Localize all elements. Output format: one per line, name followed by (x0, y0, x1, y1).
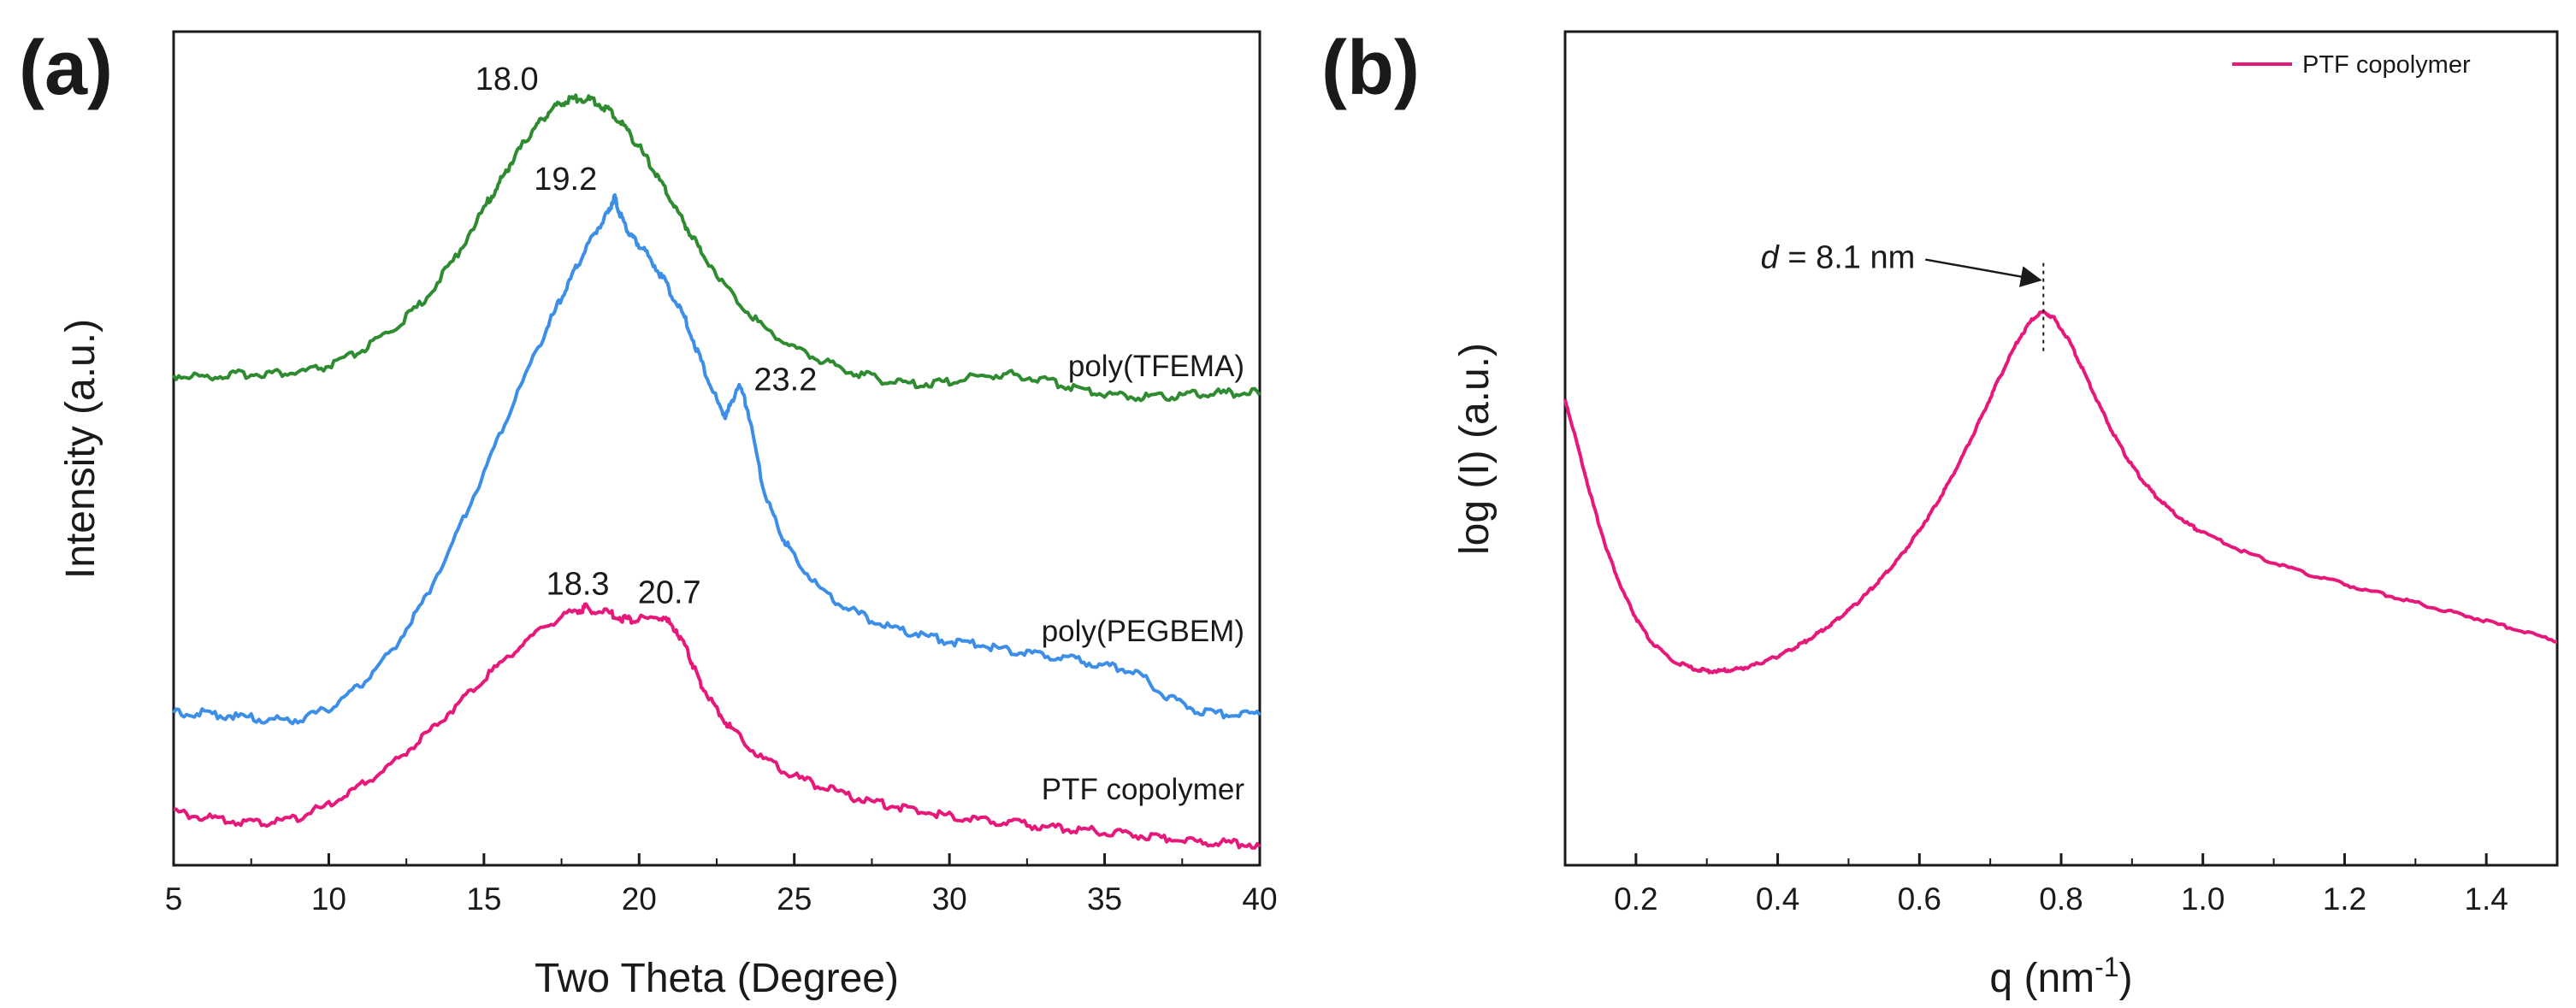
series-line-ptf-copolymer (173, 602, 1261, 850)
x-tick-label-b-0-2: 0.2 (1614, 881, 1657, 917)
legend-label-ptf-copolymer: PTF copolymer (2302, 51, 2471, 79)
x-tick-label-b-1-4: 1.4 (2464, 881, 2508, 917)
series-label-poly-tfema: poly(TFEMA) (1068, 350, 1244, 383)
plot-frame-a (172, 30, 1261, 867)
plot-frame-b (1563, 30, 2559, 867)
series-line-ptf-copolymer (1563, 309, 2558, 675)
d-spacing-label: d = 8.1 nm (1761, 240, 1916, 276)
peak-label-20-7: 20.7 (638, 575, 701, 610)
series-line-poly-pegbem (172, 193, 1261, 726)
x-tick-label-a-15: 15 (466, 881, 501, 917)
x-axis-title-b-sup: -1 (2094, 952, 2118, 982)
series-group-a (172, 93, 1261, 850)
peak-label-19-2: 19.2 (534, 162, 597, 197)
x-tick-label-a-40: 40 (1242, 881, 1277, 917)
x-tick-label-b-0-4: 0.4 (1756, 881, 1799, 917)
y-axis-title-a: Intensity (a.u.) (58, 319, 103, 579)
x-tick-label-a-10: 10 (311, 881, 346, 917)
peak-label-18-0: 18.0 (476, 62, 539, 97)
series-group-b (1563, 309, 2558, 675)
x-axis-title-b-end: ) (2119, 956, 2133, 1001)
d-spacing-symbol: d (1761, 240, 1781, 276)
series-label-poly-pegbem: poly(PEGBEM) (1042, 615, 1244, 648)
legend-b: PTF copolymer (2232, 51, 2471, 79)
x-tick-label-a-20: 20 (622, 881, 657, 917)
panel-label-a: (a) (19, 26, 113, 111)
annotation-arrow (1925, 258, 2042, 287)
x-axis-title-b-main: q (nm (1989, 956, 2094, 1001)
peak-label-23-2: 23.2 (753, 362, 817, 398)
x-tick-label-b-0-8: 0.8 (2039, 881, 2083, 917)
x-axis-ticks-b: 0.2 0.4 0.6 0.8 1.0 1.2 1.4 (1614, 853, 2508, 917)
chart-b: 0.2 0.4 0.6 0.8 1.0 1.2 1.4 d = 8.1 nm PTF cop… (1452, 30, 2559, 1001)
panel-label-b: (b) (1321, 26, 1420, 111)
chart-a: 5 10 15 20 25 30 35 40 18.0 19.2 23.2 18.3 20.7 pol… (58, 30, 1278, 1001)
x-axis-ticks-a: 5 10 15 20 25 30 35 40 (165, 853, 1278, 917)
y-axis-title-b: log (I) (a.u.) (1452, 343, 1498, 555)
x-axis-title-b: q (nm-1) (1989, 952, 2132, 1001)
series-line-poly-tfema (172, 93, 1261, 403)
x-tick-label-a-35: 35 (1087, 881, 1122, 917)
x-tick-label-b-1-0: 1.0 (2181, 881, 2224, 917)
annotations-a: 18.0 19.2 23.2 18.3 20.7 (476, 62, 818, 610)
x-tick-label-b-0-6: 0.6 (1898, 881, 1941, 917)
peak-label-18-3: 18.3 (547, 567, 610, 603)
annotations-b: d = 8.1 nm (1761, 240, 2045, 351)
x-axis-title-a: Two Theta (Degree) (535, 956, 899, 1001)
x-tick-label-a-25: 25 (777, 881, 812, 917)
d-spacing-value: = 8.1 nm (1779, 240, 1915, 276)
x-tick-label-b-1-2: 1.2 (2323, 881, 2366, 917)
x-tick-label-a-30: 30 (932, 881, 967, 917)
series-label-ptf-copolymer: PTF copolymer (1042, 773, 1245, 806)
x-tick-label-a-5: 5 (165, 881, 183, 917)
